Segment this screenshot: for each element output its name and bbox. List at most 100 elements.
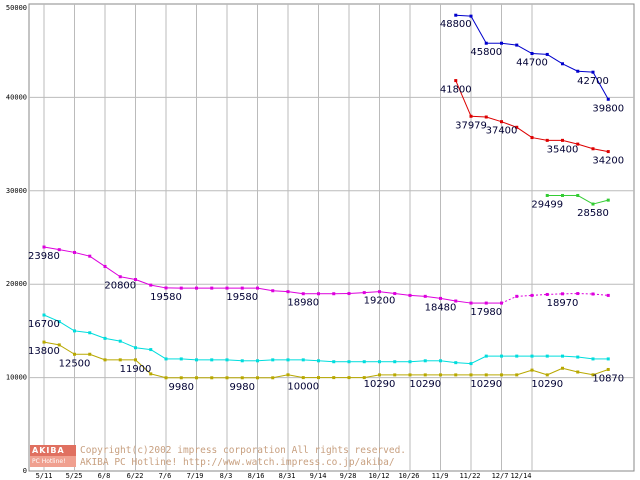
data-point [42,245,46,249]
data-point [57,320,61,324]
data-label: 42700 [577,76,609,87]
series-segment [120,340,136,349]
data-point [393,292,397,296]
data-point [454,299,458,303]
data-point [42,313,46,317]
data-point [332,376,336,380]
data-point [515,43,519,47]
series-segment [486,116,502,123]
data-point [545,52,549,56]
data-point [606,198,610,202]
series-segment [287,374,304,379]
x-tick-label: 10/12 [368,472,389,480]
x-tick-label: 5/11 [36,472,53,480]
data-label: 9980 [169,382,194,393]
logo-bottom-text: PC Hotline! [30,456,76,467]
x-tick-label: 8/31 [279,472,296,480]
data-point [606,367,610,371]
data-point [606,357,610,361]
data-point [454,13,458,17]
data-label: 18480 [425,302,457,313]
data-point [225,286,229,290]
logo-top-text: AKIBA [30,445,76,456]
series-segment [531,53,548,55]
series-segment [516,369,533,376]
x-tick-label: 7/6 [159,472,172,480]
series-segment [547,293,563,295]
series-segment [470,15,487,44]
series-1 [454,79,610,154]
data-label: 17980 [470,307,502,318]
series-segment [150,284,167,289]
data-point [561,138,564,142]
data-point [362,360,366,364]
data-point [362,376,366,380]
data-point [545,193,549,197]
data-point [606,150,610,154]
data-point [179,376,183,380]
data-point [378,290,381,294]
data-point [561,292,564,296]
data-point [591,373,595,377]
copyright-text: Copyright(c)2002 impress corporation All… [80,445,540,469]
series-segment [135,359,152,375]
y-tick-label: 40000 [6,93,27,101]
x-tick-label: 6/8 [98,472,111,480]
data-point [606,97,610,101]
data-label: 10290 [364,379,396,390]
series-3 [42,245,610,305]
series-segment [43,341,60,346]
data-label: 12500 [59,358,91,369]
data-point [530,136,534,140]
series-segment [531,369,548,376]
data-point [378,373,381,377]
data-point [271,358,275,362]
data-point [195,358,198,362]
data-label: 35400 [547,144,579,155]
data-label: 39800 [592,103,624,114]
data-point [347,376,351,380]
series-segment [287,291,304,295]
data-point [256,359,259,363]
data-point [118,275,122,279]
series-segment [562,367,578,373]
data-point [195,376,198,380]
copyright-line-1: Copyright(c)2002 impress corporation All… [80,445,407,456]
data-point [454,361,458,365]
data-point [88,331,92,335]
data-point [408,373,412,377]
series-0 [454,13,610,101]
data-point [423,359,427,363]
data-point [317,292,320,296]
data-label: 41800 [440,85,472,96]
data-label: 16700 [28,319,60,330]
data-point [393,373,397,377]
series-2 [545,193,610,206]
series-segment [104,337,121,342]
data-point [88,254,92,258]
data-point [530,52,534,56]
series-segment [318,360,334,363]
data-point [454,79,458,83]
data-point [515,373,519,377]
series-segment [501,295,517,304]
data-point [210,286,214,290]
series-segment [501,42,517,46]
series-segment [89,353,106,361]
data-point [515,125,519,129]
data-point [134,346,137,350]
data-point [606,293,610,297]
series-group [42,13,610,380]
data-label: 9980 [230,382,255,393]
data-point [73,352,76,356]
series-segment [577,143,594,150]
data-point [545,354,549,358]
data-point [408,360,412,364]
data-point [423,294,427,298]
x-tick-label: 8/3 [220,472,233,480]
data-point [500,373,503,377]
data-point [545,292,549,296]
series-segment [592,293,609,296]
data-point [500,41,503,45]
data-point [576,370,580,374]
